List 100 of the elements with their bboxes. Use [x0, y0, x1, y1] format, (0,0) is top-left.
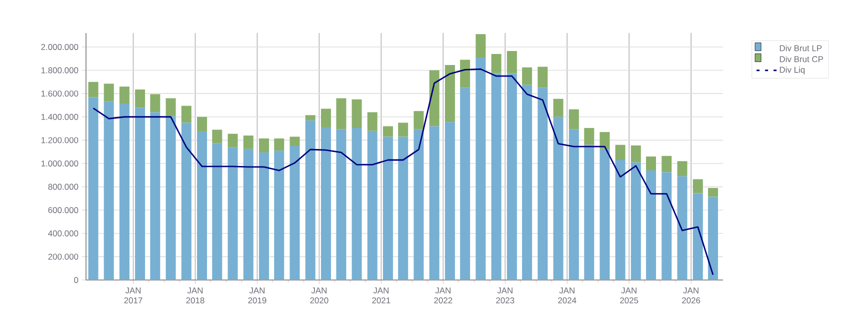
bar [646, 170, 656, 280]
bar [506, 51, 517, 74]
x-tick-label: JAN 2024 [558, 288, 576, 304]
bar [630, 162, 641, 280]
bar [150, 112, 160, 280]
bar [677, 161, 688, 176]
y-tick-label: 1.200.000 [41, 137, 78, 144]
bar [290, 146, 300, 280]
bar [181, 106, 192, 123]
bar [584, 144, 594, 280]
bar [414, 111, 424, 130]
bar [367, 130, 378, 280]
bar [197, 131, 208, 280]
bar [181, 122, 192, 280]
bar [104, 101, 114, 280]
x-tick-label: JAN 2021 [372, 288, 390, 304]
x-tick-label: JAN 2018 [186, 288, 204, 304]
bar [692, 179, 703, 194]
legend-label: Div Brut CP [780, 56, 824, 62]
bar [336, 129, 346, 280]
bar [460, 88, 470, 280]
bar [228, 134, 238, 148]
bar [491, 54, 502, 74]
x-tick-label: JAN 2017 [124, 288, 142, 304]
bar [352, 99, 362, 128]
bar [615, 160, 626, 280]
bar [662, 156, 672, 172]
y-tick-label: 1.600.000 [41, 90, 78, 97]
bar [568, 129, 579, 280]
y-tick-label: 1.400.000 [41, 114, 78, 120]
bar [630, 145, 641, 162]
bar [615, 144, 626, 160]
bar [305, 120, 316, 280]
bar [197, 116, 208, 132]
bar [692, 193, 703, 280]
bar [382, 126, 393, 137]
bar [259, 138, 270, 152]
bar [367, 112, 378, 131]
bar [553, 116, 564, 280]
y-tick-label: 200.000 [48, 254, 78, 260]
bar [522, 84, 532, 280]
bar [460, 60, 470, 88]
bar [274, 150, 284, 280]
bar [290, 136, 300, 146]
y-tick-label: 0 [74, 277, 78, 283]
bar [429, 126, 440, 280]
y-tick-label: 400.000 [48, 230, 78, 236]
bar [305, 115, 316, 120]
bar [259, 152, 270, 280]
bar [568, 109, 579, 130]
bar [476, 34, 486, 58]
legend-label: Div Brut LP [780, 44, 822, 52]
bar [243, 148, 254, 280]
bar [243, 136, 254, 149]
bar [600, 148, 610, 280]
x-tick-label: JAN 2025 [620, 288, 638, 304]
bar [538, 66, 548, 88]
x-tick-label: JAN 2020 [310, 288, 328, 304]
bar [320, 108, 331, 128]
y-tick-label: 1.000.000 [41, 160, 78, 166]
bar [336, 98, 346, 130]
x-tick-label: JAN 2026 [682, 288, 700, 304]
bar [708, 188, 718, 197]
bar [398, 136, 408, 280]
bar [212, 130, 222, 144]
bar [274, 138, 284, 151]
bar [476, 57, 486, 280]
bar [398, 122, 408, 137]
bar [584, 128, 594, 145]
bar [88, 82, 98, 98]
bar [522, 67, 532, 85]
y-tick-label: 2.000.000 [41, 44, 78, 50]
bar [429, 70, 440, 126]
bar [88, 97, 98, 280]
bar [119, 86, 130, 104]
bar [166, 98, 176, 116]
bar [646, 156, 656, 170]
bar [352, 128, 362, 280]
bar [553, 98, 564, 117]
x-tick-label: JAN 2022 [434, 288, 452, 304]
bar [320, 128, 331, 280]
bar [119, 103, 130, 280]
y-tick-label: 600.000 [48, 207, 78, 214]
bar [382, 136, 393, 280]
bar [414, 129, 424, 280]
bar [491, 73, 502, 280]
bar [166, 116, 176, 280]
bar [600, 132, 610, 149]
y-tick-label: 1.800.000 [41, 67, 78, 74]
bar [538, 88, 548, 280]
bar [104, 84, 114, 102]
bar [135, 108, 146, 280]
legend-label: Div Liq [780, 66, 805, 74]
bar [662, 172, 672, 280]
bar [444, 65, 455, 122]
bar [212, 143, 222, 280]
bar [135, 90, 146, 108]
bar [444, 122, 455, 280]
x-tick-label: JAN 2023 [496, 288, 514, 304]
bar [677, 176, 688, 280]
